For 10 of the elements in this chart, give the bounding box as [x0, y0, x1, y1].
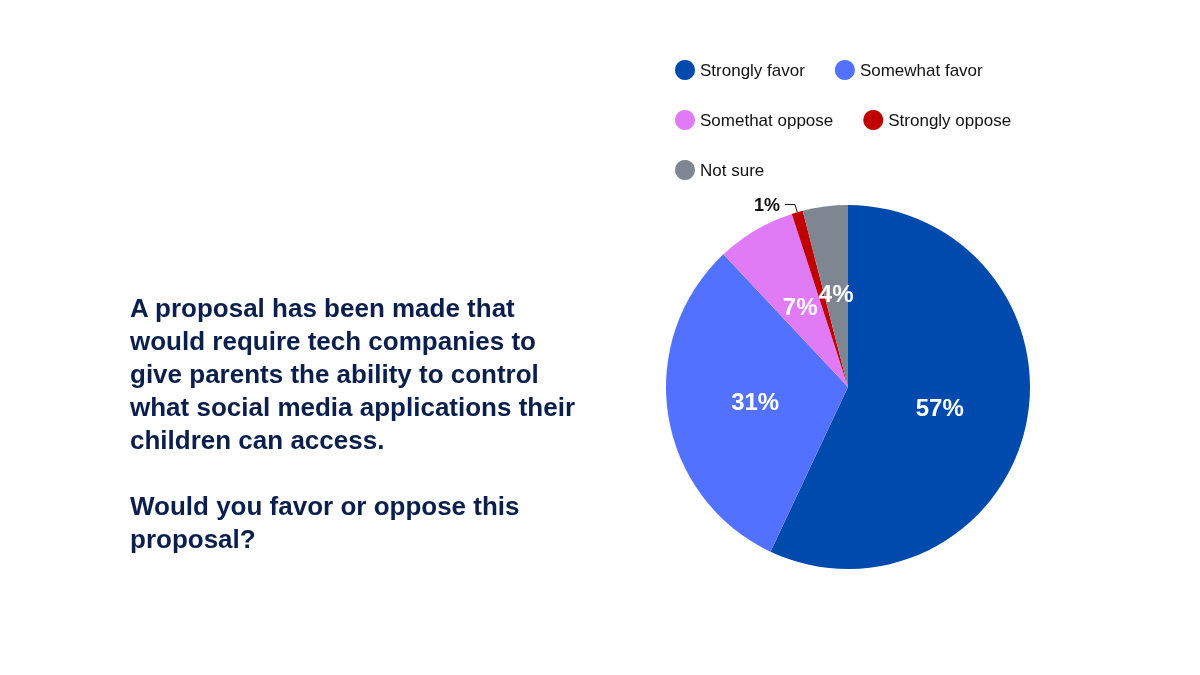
data-label: 1% [753, 194, 780, 215]
legend-label: Strongly oppose [888, 110, 1012, 130]
chart-title: A proposal has been made that would require tech companies to give parents the ability to control what social media applications their children can access. Would you favor or oppose this proposal? [130, 293, 576, 554]
data-label: 57% [915, 394, 964, 422]
legend-label: Not sure [700, 160, 765, 180]
legend-label: Somewhat favor [859, 60, 984, 80]
data-label: 31% [731, 388, 780, 416]
legend-label: Somethat oppose [700, 110, 834, 130]
data-label: 7% [782, 292, 818, 320]
legend-label: Strongly favor [700, 60, 806, 80]
